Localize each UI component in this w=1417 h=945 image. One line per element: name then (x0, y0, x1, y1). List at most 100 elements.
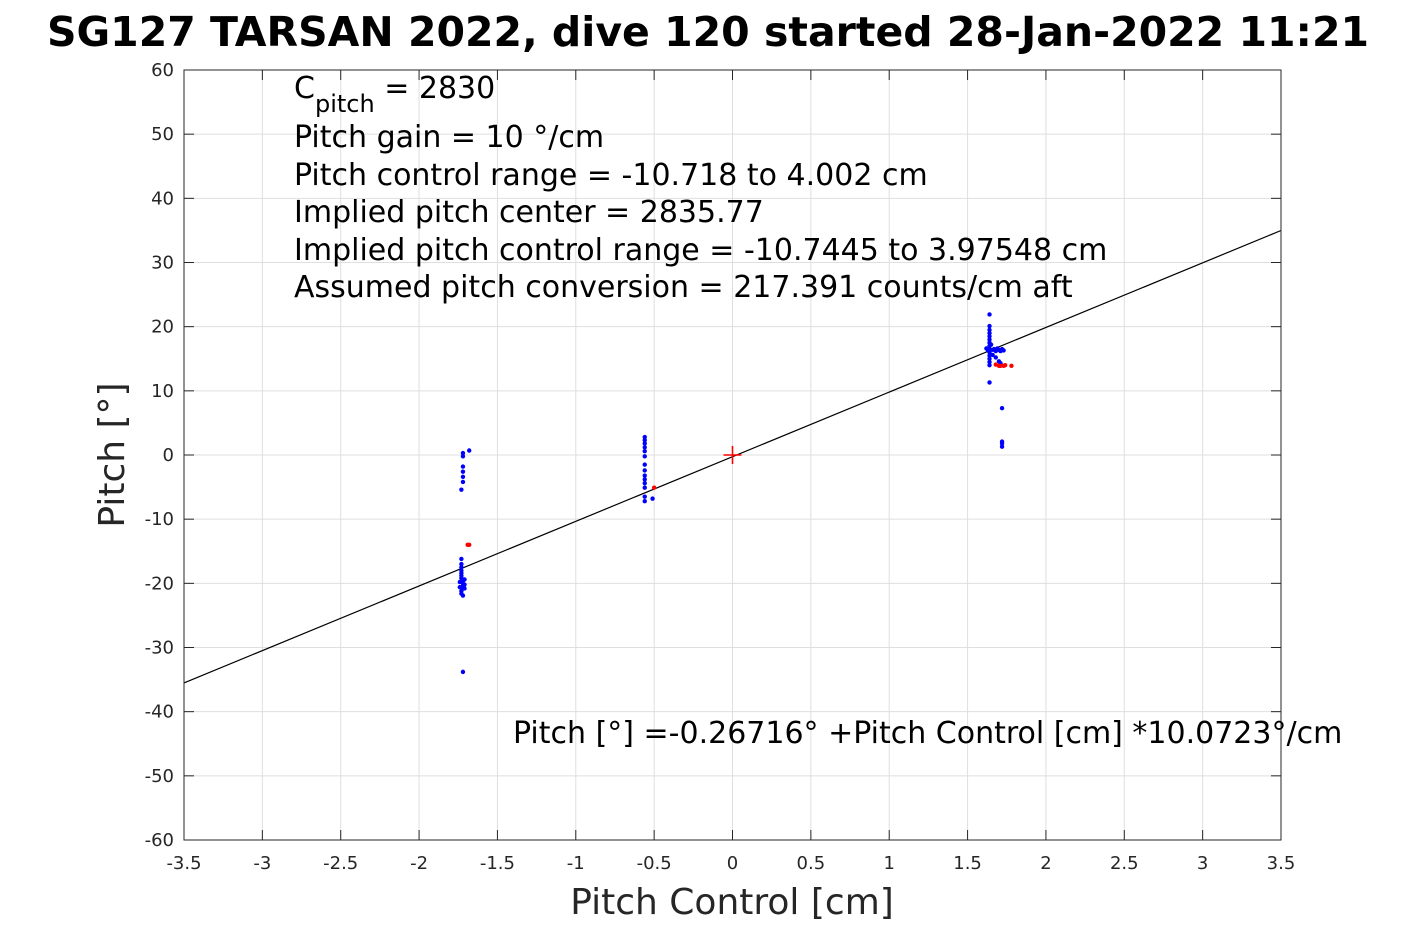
data-point (999, 405, 1005, 411)
x-tick-labels: -3.5 -3 -2.5 -2 -1.5 -1 -0.5 0 0.5 1 1.5 2 2.5 3 3.5 (166, 853, 1295, 874)
data-point (462, 577, 467, 582)
data-point (988, 342, 994, 347)
data-point (642, 462, 647, 467)
annotation-implied-range: Implied pitch control range = -10.7445 t… (294, 233, 1107, 268)
data-point (642, 485, 647, 490)
x-tick-label: 1.5 (953, 853, 982, 874)
x-tick-label: -3 (253, 853, 271, 874)
x-tick-label: 1 (883, 853, 894, 874)
data-point (460, 469, 466, 474)
data-point (987, 312, 992, 317)
x-tick-label: 0 (727, 853, 738, 874)
data-point (642, 448, 647, 454)
data-point (460, 454, 466, 459)
annotation-cpitch-prefix: C (294, 71, 315, 106)
data-point (993, 355, 998, 360)
data-point (990, 352, 995, 358)
data-point (642, 481, 647, 486)
y-tick-label: 30 (151, 253, 174, 274)
annotation-conversion: Assumed pitch conversion = 217.391 count… (294, 270, 1073, 305)
data-point (987, 327, 992, 333)
data-point (993, 362, 998, 367)
center-marker (723, 446, 742, 464)
data-point (460, 669, 466, 675)
x-tick-label: -2 (410, 853, 428, 874)
data-point (460, 450, 466, 456)
y-tick-label: 0 (163, 445, 174, 466)
data-points (457, 312, 1014, 675)
data-point (651, 485, 657, 490)
data-point (459, 565, 464, 570)
data-point (987, 380, 992, 385)
x-tick-label: -2.5 (323, 853, 358, 874)
data-point (999, 444, 1005, 449)
annotation-control-range: Pitch control range = -10.718 to 4.002 c… (294, 158, 928, 193)
data-point (984, 346, 989, 351)
y-tick-label: -10 (145, 509, 174, 530)
y-tick-label: -60 (145, 830, 174, 851)
data-point (467, 542, 472, 548)
annotation-cpitch-sub: pitch (315, 90, 375, 118)
y-tick-label: 40 (151, 188, 174, 209)
y-tick-label: -50 (145, 766, 174, 787)
y-tick-label: -20 (145, 573, 174, 594)
y-axis-label: Pitch [°] (92, 382, 133, 527)
data-point (467, 448, 472, 453)
x-tick-label: -1 (567, 853, 585, 874)
data-point (642, 438, 647, 443)
x-tick-label: -0.5 (637, 853, 672, 874)
data-point (457, 579, 463, 585)
annotation-pitch-gain: Pitch gain = 10 °/cm (294, 120, 604, 155)
data-point (642, 473, 647, 478)
data-point (642, 445, 647, 450)
y-tick-label: 10 (151, 381, 174, 402)
data-point (998, 363, 1003, 369)
data-point (1009, 363, 1014, 369)
data-point (460, 464, 466, 469)
y-tick-label: 60 (151, 60, 174, 81)
data-point (459, 561, 464, 567)
data-point (460, 593, 466, 598)
data-point (987, 330, 992, 336)
data-point (642, 499, 647, 504)
y-tick-label: -30 (145, 638, 174, 659)
y-tick-labels: -60 -50 -40 -30 -20 -10 0 10 20 30 40 50 60 (145, 60, 174, 851)
data-point (642, 468, 647, 473)
x-tick-label: 3.5 (1267, 853, 1296, 874)
y-tick-label: 20 (151, 317, 174, 338)
data-point (642, 477, 647, 482)
x-tick-label: 2.5 (1110, 853, 1139, 874)
data-point (462, 582, 467, 587)
annotation-fit-equation: Pitch [°] =-0.26716° +Pitch Control [cm]… (513, 716, 1342, 751)
data-point (642, 454, 647, 459)
y-tick-label: 50 (151, 124, 174, 145)
data-point (462, 586, 467, 591)
data-point (987, 334, 992, 339)
data-point (642, 434, 647, 440)
data-point (460, 474, 466, 480)
data-point (987, 359, 992, 365)
data-point (987, 356, 992, 361)
data-point (642, 441, 647, 446)
annotation-cpitch-value: = 2830 (375, 71, 496, 106)
x-tick-label: 0.5 (797, 853, 826, 874)
data-point (999, 441, 1005, 446)
x-tick-label: -1.5 (480, 853, 515, 874)
x-tick-label: 3 (1197, 853, 1208, 874)
data-point (987, 362, 992, 368)
x-axis-label: Pitch Control [cm] (570, 882, 894, 923)
y-tick-label: -40 (145, 702, 174, 723)
x-tick-label: -3.5 (166, 853, 201, 874)
data-point (650, 496, 655, 501)
chart-title: SG127 TARSAN 2022, dive 120 started 28-J… (47, 8, 1369, 56)
axis-ticks (183, 69, 1282, 841)
data-point (987, 323, 992, 329)
x-tick-label: 2 (1040, 853, 1051, 874)
data-point (1002, 362, 1008, 368)
data-point (457, 584, 463, 590)
data-point (460, 479, 466, 485)
annotation-cpitch: Cpitch = 2830 (294, 71, 495, 118)
annotation-implied-center: Implied pitch center = 2835.77 (294, 195, 764, 230)
data-point (459, 556, 464, 562)
